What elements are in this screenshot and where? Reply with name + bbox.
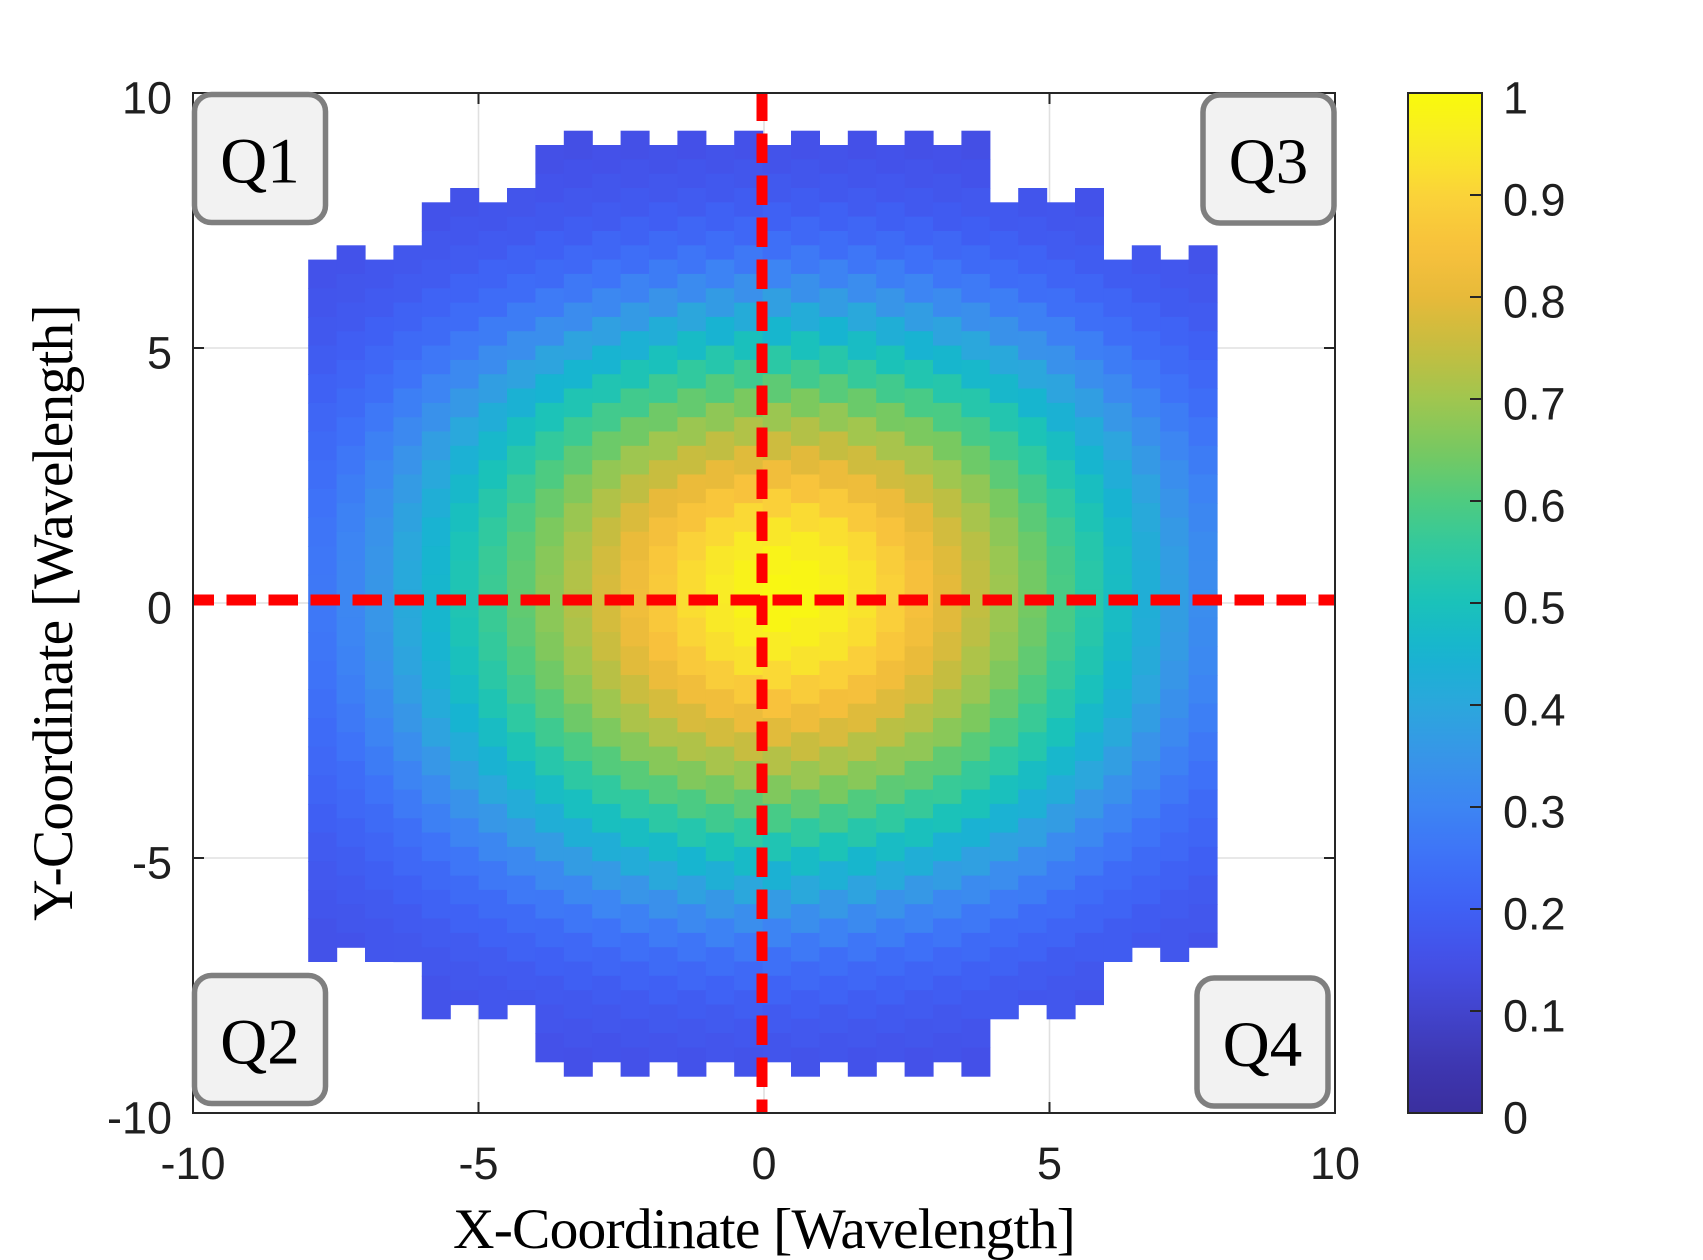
- svg-text:Q2: Q2: [220, 1007, 299, 1079]
- svg-text:0: 0: [147, 583, 172, 634]
- svg-text:5: 5: [1037, 1138, 1062, 1189]
- svg-text:-10: -10: [160, 1138, 225, 1189]
- svg-text:Q3: Q3: [1229, 126, 1308, 198]
- svg-text:10: 10: [122, 73, 172, 124]
- svg-text:-5: -5: [132, 838, 172, 889]
- svg-text:0.4: 0.4: [1503, 685, 1566, 736]
- svg-text:10: 10: [1310, 1138, 1360, 1189]
- svg-text:Q4: Q4: [1223, 1009, 1302, 1081]
- svg-text:0.6: 0.6: [1503, 481, 1566, 532]
- svg-text:0.9: 0.9: [1503, 175, 1566, 226]
- svg-text:5: 5: [147, 328, 172, 379]
- svg-text:X-Coordinate [Wavelength]: X-Coordinate [Wavelength]: [453, 1198, 1075, 1260]
- svg-text:0.5: 0.5: [1503, 583, 1566, 634]
- svg-text:-10: -10: [107, 1093, 172, 1144]
- svg-text:0.2: 0.2: [1503, 889, 1566, 940]
- svg-text:0.7: 0.7: [1503, 379, 1566, 430]
- svg-text:Y-Coordinate [Wavelength]: Y-Coordinate [Wavelength]: [22, 305, 85, 921]
- svg-text:0.3: 0.3: [1503, 787, 1566, 838]
- svg-text:0: 0: [751, 1138, 776, 1189]
- svg-text:1: 1: [1503, 73, 1528, 124]
- svg-text:0: 0: [1503, 1093, 1528, 1144]
- svg-text:0.8: 0.8: [1503, 277, 1566, 328]
- svg-text:-5: -5: [458, 1138, 498, 1189]
- svg-text:Q1: Q1: [220, 126, 299, 198]
- svg-text:0.1: 0.1: [1503, 991, 1566, 1042]
